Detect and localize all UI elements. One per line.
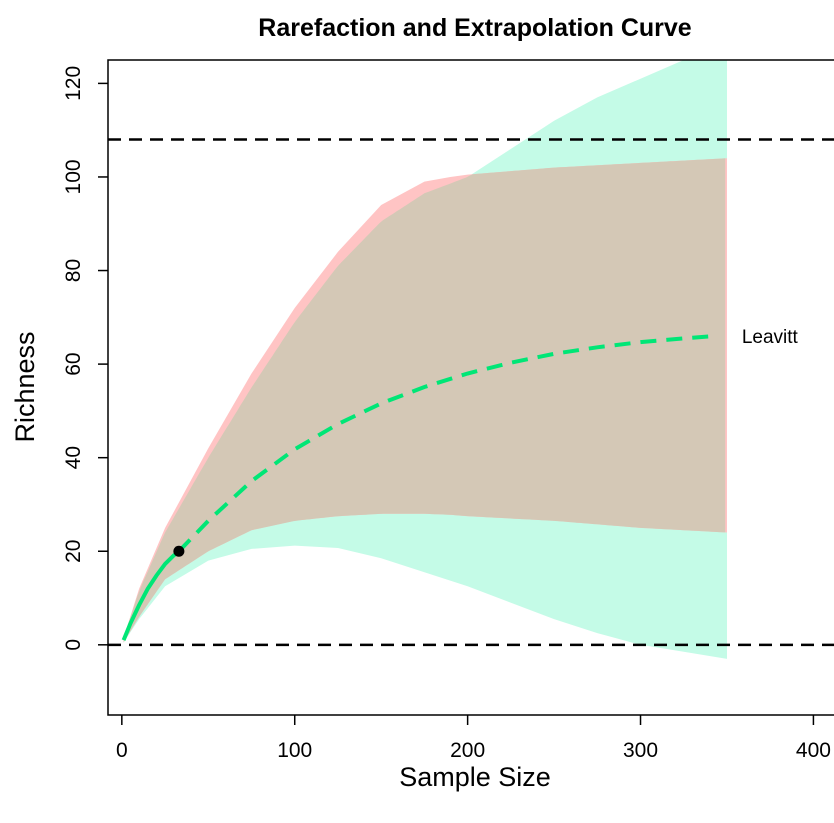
y-tick-label: 60	[62, 352, 85, 375]
x-tick-label: 300	[623, 739, 658, 762]
confidence-bands	[124, 46, 727, 659]
y-tick-label: 0	[62, 639, 85, 651]
series-label-leavitt: Leavitt	[742, 327, 799, 348]
x-tick-label: 200	[450, 739, 485, 762]
y-tick-label: 40	[62, 446, 85, 469]
chart-title: Rarefaction and Extrapolation Curve	[258, 14, 692, 42]
y-tick-label: 20	[62, 540, 85, 563]
y-tick-label: 100	[62, 159, 85, 194]
x-tick-label: 100	[277, 739, 312, 762]
x-axis-label: Sample Size	[399, 762, 551, 792]
y-tick-label: 80	[62, 259, 85, 282]
x-axis: 0 100 200 300 400	[116, 715, 831, 762]
x-tick-label: 400	[796, 739, 831, 762]
y-axis: 0 20 40 60 80 100 120	[62, 66, 108, 651]
x-tick-label: 0	[116, 739, 128, 762]
y-axis-label: Richness	[10, 331, 40, 442]
observed-point	[173, 546, 184, 557]
plot-area	[108, 46, 834, 715]
y-tick-label: 120	[62, 66, 85, 101]
